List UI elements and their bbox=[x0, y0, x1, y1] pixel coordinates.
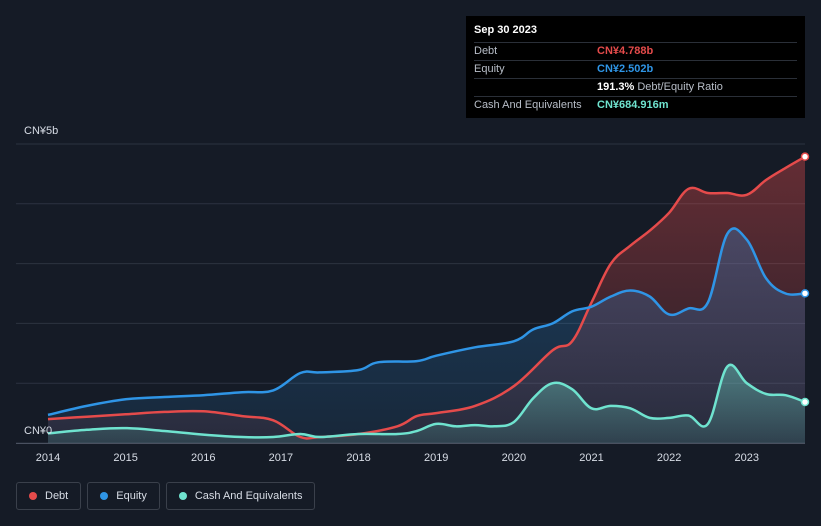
tooltip-equity-label: Equity bbox=[474, 63, 505, 75]
end-marker-debt bbox=[800, 152, 810, 161]
tooltip-debt-value: CN¥4.788b bbox=[597, 45, 654, 57]
tooltip-equity-value: CN¥2.502b bbox=[597, 63, 654, 75]
end-marker-equity bbox=[800, 289, 810, 298]
tooltip-ratio-suffix: Debt/Equity Ratio bbox=[637, 81, 723, 93]
axis-labels: CN¥5b CN¥0 2014 2015 2016 2017 2018 2019 2020 202… bbox=[24, 125, 759, 464]
line-debt bbox=[47, 155, 806, 440]
y-tick-label: CN¥5b bbox=[24, 125, 58, 137]
tooltip-ratio-label bbox=[474, 79, 597, 96]
legend-item-debt[interactable]: Debt bbox=[16, 482, 82, 510]
legend-item-cash[interactable]: Cash And Equivalents bbox=[165, 482, 316, 510]
tooltip-row-cash: Cash And Equivalents CN¥684.916m bbox=[474, 96, 797, 114]
tooltip-row-ratio: 191.3% Debt/Equity Ratio bbox=[474, 78, 797, 96]
legend-label-cash: Cash And Equivalents bbox=[194, 490, 303, 502]
x-tick-label-2017: 2017 bbox=[269, 452, 293, 464]
tooltip-row-debt: Debt CN¥4.788b bbox=[474, 42, 797, 60]
x-tick-label-2018: 2018 bbox=[346, 452, 370, 464]
legend-dot-cash bbox=[178, 492, 187, 500]
series-end-markers bbox=[800, 152, 810, 407]
tooltip-cash-value: CN¥684.916m bbox=[597, 99, 669, 111]
legend-label-equity: Equity bbox=[116, 490, 147, 502]
line-cash bbox=[47, 363, 806, 439]
grid-lines bbox=[16, 143, 805, 444]
chart-legend: Debt Equity Cash And Equivalents bbox=[16, 482, 316, 510]
x-tick-label-2022: 2022 bbox=[657, 452, 681, 464]
area-cash bbox=[48, 364, 805, 443]
x-tick-label-2019: 2019 bbox=[424, 452, 448, 464]
tooltip-row-equity: Equity CN¥2.502b bbox=[474, 60, 797, 78]
y-tick-label: CN¥0 bbox=[24, 425, 52, 437]
tooltip-ratio-value: 191.3% bbox=[597, 81, 635, 93]
area-equity bbox=[48, 228, 805, 443]
x-tick-label-2021: 2021 bbox=[579, 452, 603, 464]
tooltip-panel: Sep 30 2023 Debt CN¥4.788b Equity CN¥2.5… bbox=[466, 16, 805, 118]
legend-item-equity[interactable]: Equity bbox=[87, 482, 160, 510]
tooltip-cash-label: Cash And Equivalents bbox=[474, 99, 582, 111]
tooltip-date: Sep 30 2023 bbox=[474, 24, 537, 36]
x-tick-label-2020: 2020 bbox=[502, 452, 526, 464]
legend-dot-debt bbox=[29, 492, 37, 500]
legend-label-debt: Debt bbox=[45, 490, 69, 502]
series-lines bbox=[47, 155, 806, 440]
end-marker-cash bbox=[800, 397, 810, 407]
series-areas bbox=[48, 156, 805, 443]
tooltip-debt-label: Debt bbox=[474, 45, 498, 57]
x-tick-label-2016: 2016 bbox=[191, 452, 215, 464]
x-tick-label-2014: 2014 bbox=[36, 452, 60, 464]
line-equity bbox=[47, 227, 806, 417]
legend-dot-equity bbox=[100, 492, 109, 500]
x-tick-label-2015: 2015 bbox=[113, 452, 137, 464]
x-tick-label-2023: 2023 bbox=[735, 452, 759, 464]
